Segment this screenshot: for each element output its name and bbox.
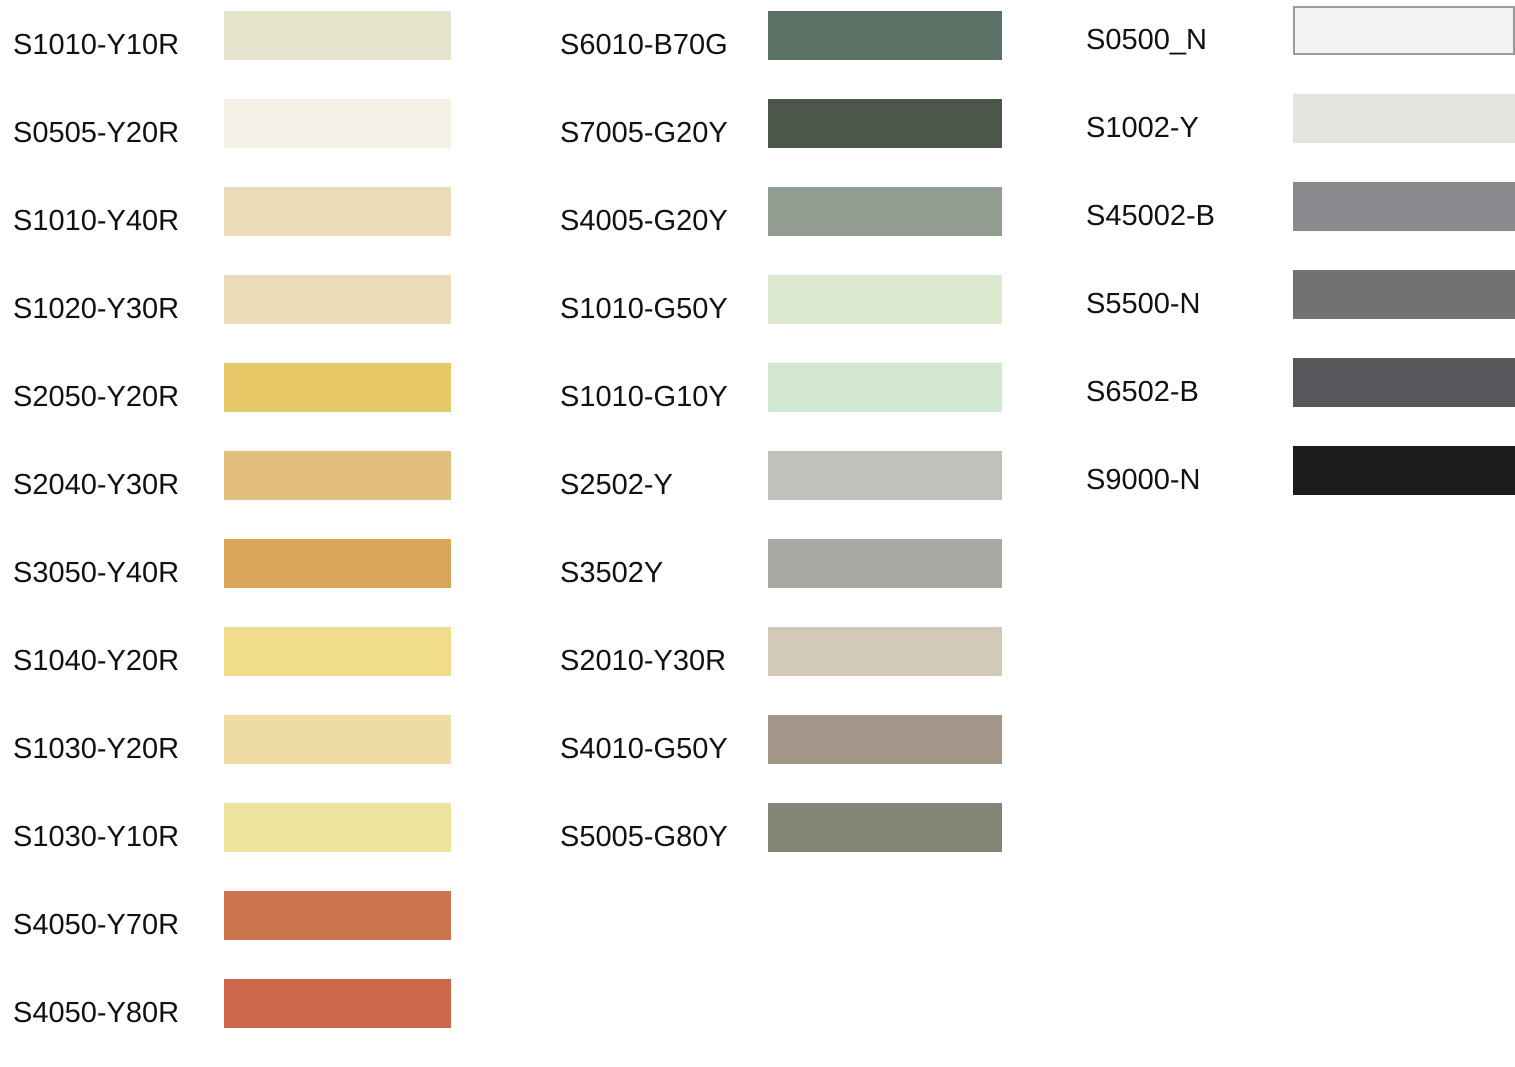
swatch-row: S9000-N	[1086, 446, 1515, 534]
swatch-row: S1030-Y20R	[13, 715, 453, 803]
color-swatch	[224, 803, 451, 852]
swatch-label: S4050-Y80R	[13, 997, 180, 1029]
color-swatch	[768, 11, 1002, 60]
swatch-label: S1010-Y40R	[13, 205, 180, 237]
swatch-label: S5500-N	[1086, 288, 1201, 320]
swatch-label: S2050-Y20R	[13, 381, 180, 413]
swatch-row: S5500-N	[1086, 270, 1515, 358]
swatch-row: S1030-Y10R	[13, 803, 453, 891]
swatch-label: S2502-Y	[560, 469, 673, 501]
swatch-label: S0500_N	[1086, 24, 1207, 56]
swatch-label: S6010-B70G	[560, 29, 728, 61]
swatch-row: S2050-Y20R	[13, 363, 453, 451]
color-swatch	[768, 363, 1002, 412]
swatch-row: S0500_N	[1086, 6, 1515, 94]
color-swatch	[768, 539, 1002, 588]
swatch-label: S1010-G50Y	[560, 293, 728, 325]
swatch-label: S4005-G20Y	[560, 205, 728, 237]
swatch-row: S4050-Y70R	[13, 891, 453, 979]
color-swatch	[224, 715, 451, 764]
color-swatch	[1293, 270, 1515, 319]
swatch-label: S9000-N	[1086, 464, 1201, 496]
swatch-row: S1002-Y	[1086, 94, 1515, 182]
swatch-row: S7005-G20Y	[560, 99, 1005, 187]
swatch-row: S1010-G50Y	[560, 275, 1005, 363]
swatch-label: S0505-Y20R	[13, 117, 180, 149]
color-swatch	[1293, 94, 1515, 143]
color-swatch	[1293, 182, 1515, 231]
color-swatch	[768, 715, 1002, 764]
swatch-label: S3502Y	[560, 557, 664, 589]
swatch-row: S1010-Y40R	[13, 187, 453, 275]
color-swatch	[224, 627, 451, 676]
swatch-label: S6502-B	[1086, 376, 1199, 408]
swatch-label: S1030-Y10R	[13, 821, 180, 853]
color-swatch	[224, 363, 451, 412]
color-swatch	[1293, 446, 1515, 495]
swatch-label: S1010-G10Y	[560, 381, 728, 413]
color-palette: S1010-Y10R S0505-Y20R S1010-Y40R S1020-Y30R…	[13, 6, 1515, 1029]
color-swatch	[224, 275, 451, 324]
swatch-label: S1020-Y30R	[13, 293, 180, 325]
swatch-label: S2010-Y30R	[560, 645, 727, 677]
swatch-label: S2040-Y30R	[13, 469, 180, 501]
swatch-row: S4050-Y80R	[13, 979, 453, 1067]
swatch-row: S3050-Y40R	[13, 539, 453, 627]
swatch-label: S5005-G80Y	[560, 821, 728, 853]
swatch-row: S1020-Y30R	[13, 275, 453, 363]
swatch-label: S7005-G20Y	[560, 117, 728, 149]
swatch-row: S1010-Y10R	[13, 11, 453, 99]
swatch-label: S4050-Y70R	[13, 909, 180, 941]
swatch-row: S2502-Y	[560, 451, 1005, 539]
color-swatch	[224, 99, 451, 148]
color-swatch	[224, 539, 451, 588]
color-swatch	[1293, 6, 1515, 55]
color-swatch	[1293, 358, 1515, 407]
swatch-row: S1040-Y20R	[13, 627, 453, 715]
swatch-label: S4010-G50Y	[560, 733, 728, 765]
color-swatch	[768, 275, 1002, 324]
color-swatch	[224, 11, 451, 60]
color-swatch	[768, 451, 1002, 500]
color-swatch	[224, 451, 451, 500]
color-swatch	[768, 99, 1002, 148]
swatch-label: S1030-Y20R	[13, 733, 180, 765]
swatch-row: S4005-G20Y	[560, 187, 1005, 275]
swatch-label: S1002-Y	[1086, 112, 1199, 144]
color-swatch	[224, 891, 451, 940]
swatch-label: S1010-Y10R	[13, 29, 180, 61]
swatch-label: S3050-Y40R	[13, 557, 180, 589]
color-swatch	[768, 803, 1002, 852]
swatch-row: S45002-B	[1086, 182, 1515, 270]
swatch-label: S45002-B	[1086, 200, 1215, 232]
swatch-row: S2010-Y30R	[560, 627, 1005, 715]
swatch-row: S0505-Y20R	[13, 99, 453, 187]
swatch-row: S3502Y	[560, 539, 1005, 627]
color-swatch	[768, 627, 1002, 676]
color-swatch	[224, 187, 451, 236]
color-swatch	[768, 187, 1002, 236]
swatch-row: S6502-B	[1086, 358, 1515, 446]
color-swatch	[224, 979, 451, 1028]
swatch-row: S6010-B70G	[560, 11, 1005, 99]
swatch-row: S4010-G50Y	[560, 715, 1005, 803]
swatch-row: S2040-Y30R	[13, 451, 453, 539]
swatch-label: S1040-Y20R	[13, 645, 180, 677]
swatch-row: S1010-G10Y	[560, 363, 1005, 451]
swatch-row: S5005-G80Y	[560, 803, 1005, 891]
